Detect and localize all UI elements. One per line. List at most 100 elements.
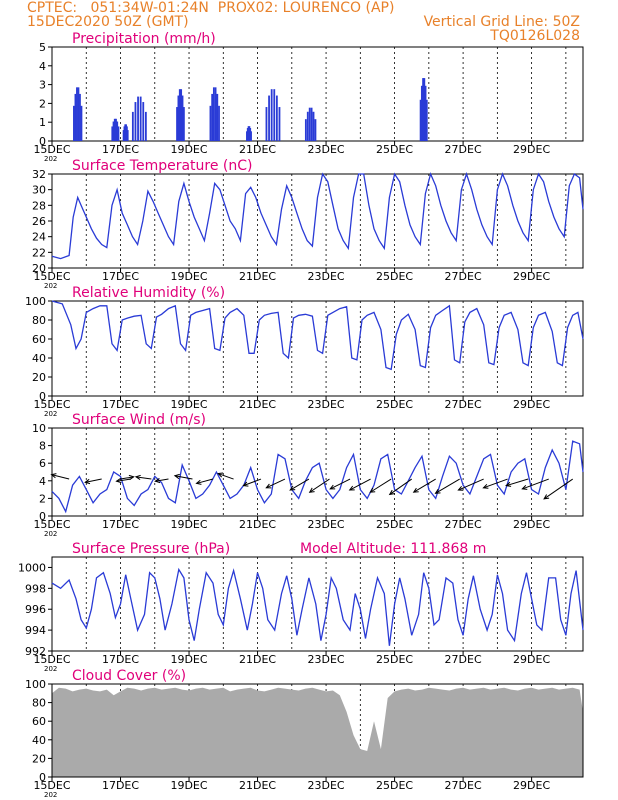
panel-title: Relative Humidity (%) [72, 285, 225, 301]
y-tick-label: 2 [39, 97, 46, 110]
plot-frame [51, 556, 584, 652]
x-tick-label: 25DEC [376, 653, 413, 666]
x-tick-label: 29DEC [513, 143, 550, 156]
wind-vector-head [217, 472, 224, 478]
precip-bar [273, 89, 276, 141]
precip-bar [178, 89, 181, 141]
precip-bar [79, 93, 81, 141]
x-tick-label: 27DEC [445, 518, 482, 531]
wind-vector [243, 478, 262, 487]
x-tick-label: 21DEC [239, 653, 276, 666]
x-tick-label: 25DEC [376, 143, 413, 156]
y-tick-label: 24 [32, 231, 46, 244]
precip-bar [308, 107, 311, 141]
y-tick-label: 4 [39, 60, 46, 73]
precip-bar [113, 118, 116, 141]
x-tick-label: 29DEC [513, 398, 550, 411]
wind-vector [413, 478, 436, 493]
y-tick-label: 28 [32, 199, 46, 212]
panel-title: Cloud Cover (%) [72, 668, 186, 684]
precip-bar [312, 111, 315, 141]
wind-vector-head [289, 485, 296, 491]
precip-bar [212, 87, 215, 141]
x-tick-label: 29DEC [513, 518, 550, 531]
wind-vector [266, 478, 286, 489]
y-tick-label: 996 [25, 603, 46, 616]
precip-bar [306, 111, 309, 141]
plot-frame [51, 173, 584, 269]
x-tick-label: 17DEC [102, 270, 139, 283]
header-date: 15DEC2020 50Z (GMT) [27, 14, 189, 30]
x-tick-label: 19DEC [170, 779, 207, 792]
panel-title: Surface Temperature (nC) [72, 158, 253, 174]
y-tick-label: 0 [39, 510, 46, 523]
x-tick-label: 17DEC [102, 398, 139, 411]
wind-vector-head [348, 485, 355, 491]
x-tick-label: 17DEC [102, 653, 139, 666]
precip-bar [278, 107, 281, 141]
precip-bar [268, 95, 270, 141]
y-tick-label: 5 [39, 41, 46, 54]
wind-vector-head [134, 474, 141, 481]
precip-bar [211, 93, 214, 141]
precip-bar [422, 78, 424, 141]
y-tick-label: 60 [32, 333, 46, 346]
panel-title: Precipitation (mm/h) [72, 31, 216, 47]
x-tick-label: 21DEC [239, 143, 276, 156]
precip-bar [425, 99, 428, 141]
precip-bar [112, 121, 115, 141]
wind-vector-head [457, 485, 464, 491]
y-tick-label: 40 [32, 352, 46, 365]
x-tick-label: 19DEC [170, 518, 207, 531]
x-tick-label: 21DEC [239, 779, 276, 792]
x-tick-label: 27DEC [445, 143, 482, 156]
wind-vector [522, 478, 549, 490]
wind-vector-head [84, 478, 91, 485]
panel-1: 20 22 24 26 28 30 32 15DEC 17DEC 19DEC 21DEC 23DEC 2… [32, 158, 584, 290]
precip-bar [137, 96, 139, 141]
y-tick-label: 0 [39, 771, 46, 784]
precip-bar [134, 102, 137, 141]
wind-vector-head [242, 481, 249, 487]
y-tick-label: 998 [25, 582, 46, 595]
cloud-cover-area [52, 687, 583, 777]
panel-title: Surface Wind (m/s) [72, 412, 206, 428]
x-tick-label: 21DEC [239, 398, 276, 411]
y-tick-label: 20 [32, 371, 46, 384]
wind-vector [155, 478, 169, 482]
x-tick-label: 23DEC [308, 518, 345, 531]
wind-vector-head [543, 494, 550, 500]
series-line [51, 440, 584, 514]
y-tick-label: 2 [39, 492, 46, 505]
precip-bar [214, 87, 217, 141]
panel-0: 0 1 2 3 4 5 15DEC 17DEC 19DEC 21DEC 23DEC 25DEC 27DE… [33, 31, 584, 163]
wind-vector [309, 478, 330, 493]
y-tick-label: 1 [39, 116, 46, 129]
x-tick-label: 15DEC [33, 518, 70, 531]
precip-bar [176, 107, 178, 141]
y-tick-label: 0 [39, 390, 46, 403]
wind-vector-head [195, 479, 202, 485]
precip-bar [275, 95, 278, 141]
y-tick-label: 8 [39, 440, 46, 453]
wind-vector [349, 478, 371, 491]
precip-bar [419, 99, 422, 141]
y-tick-label: 80 [32, 314, 46, 327]
precip-bar [265, 107, 268, 141]
precip-bar [77, 87, 80, 141]
wind-vector-head [482, 483, 489, 489]
precip-bar [115, 118, 117, 141]
y-tick-label: 992 [25, 645, 46, 658]
x-tick-label: 19DEC [170, 270, 207, 283]
y-tick-label: 80 [32, 697, 46, 710]
precip-bar [314, 119, 317, 141]
precip-bar [177, 95, 180, 141]
x-year-fragment: 202 [44, 791, 57, 799]
wind-vector-head [50, 473, 57, 479]
x-tick-label: 23DEC [308, 143, 345, 156]
precip-bar [310, 107, 313, 141]
y-tick-label: 0 [39, 135, 46, 148]
wind-vector [458, 478, 484, 491]
y-tick-label: 20 [32, 752, 46, 765]
